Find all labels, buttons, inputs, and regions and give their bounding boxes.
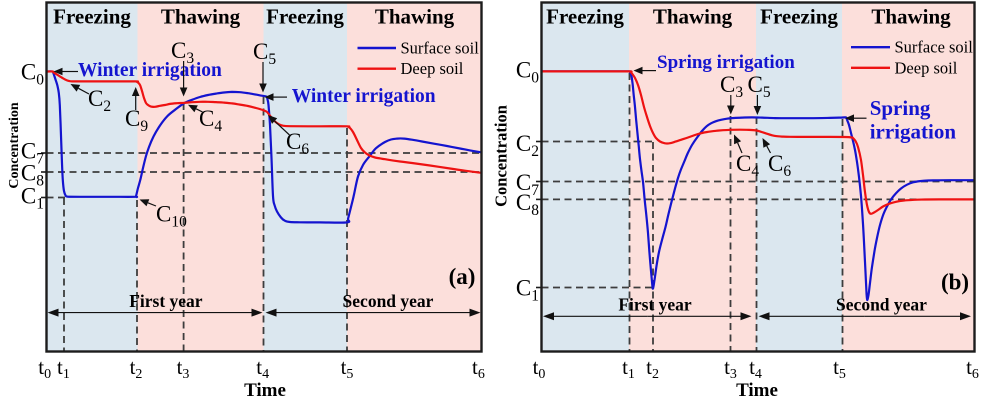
- svg-text:Concentration: Concentration: [492, 105, 511, 207]
- svg-text:Freezing: Freezing: [760, 5, 838, 29]
- svg-text:Second year: Second year: [343, 291, 434, 311]
- svg-text:Thawing: Thawing: [871, 5, 951, 29]
- svg-text:Time: Time: [244, 380, 286, 401]
- svg-text:Thawing: Thawing: [653, 5, 733, 29]
- svg-text:Thawing: Thawing: [375, 5, 455, 29]
- svg-text:Deep soil: Deep soil: [401, 59, 464, 78]
- svg-text:Spring irrigation: Spring irrigation: [657, 52, 795, 73]
- svg-text:Thawing: Thawing: [161, 5, 241, 29]
- svg-text:Surface soil: Surface soil: [401, 39, 480, 58]
- svg-text:Freezing: Freezing: [266, 5, 344, 29]
- svg-text:irrigation: irrigation: [870, 120, 957, 144]
- svg-text:First year: First year: [618, 295, 692, 315]
- svg-text:(a): (a): [449, 264, 476, 289]
- svg-text:Freezing: Freezing: [546, 5, 624, 29]
- svg-text:Winter irrigation: Winter irrigation: [78, 60, 222, 81]
- svg-text:Winter irrigation: Winter irrigation: [292, 86, 436, 107]
- svg-text:Deep soil: Deep soil: [895, 58, 958, 77]
- svg-text:Concentration: Concentration: [7, 102, 22, 189]
- svg-text:(b): (b): [941, 270, 969, 295]
- svg-text:Surface soil: Surface soil: [895, 38, 974, 57]
- svg-text:Freezing: Freezing: [53, 5, 131, 29]
- svg-text:Time: Time: [736, 380, 778, 401]
- svg-text:Second year: Second year: [836, 295, 927, 315]
- svg-text:First year: First year: [129, 291, 203, 311]
- svg-text:Spring: Spring: [870, 96, 931, 120]
